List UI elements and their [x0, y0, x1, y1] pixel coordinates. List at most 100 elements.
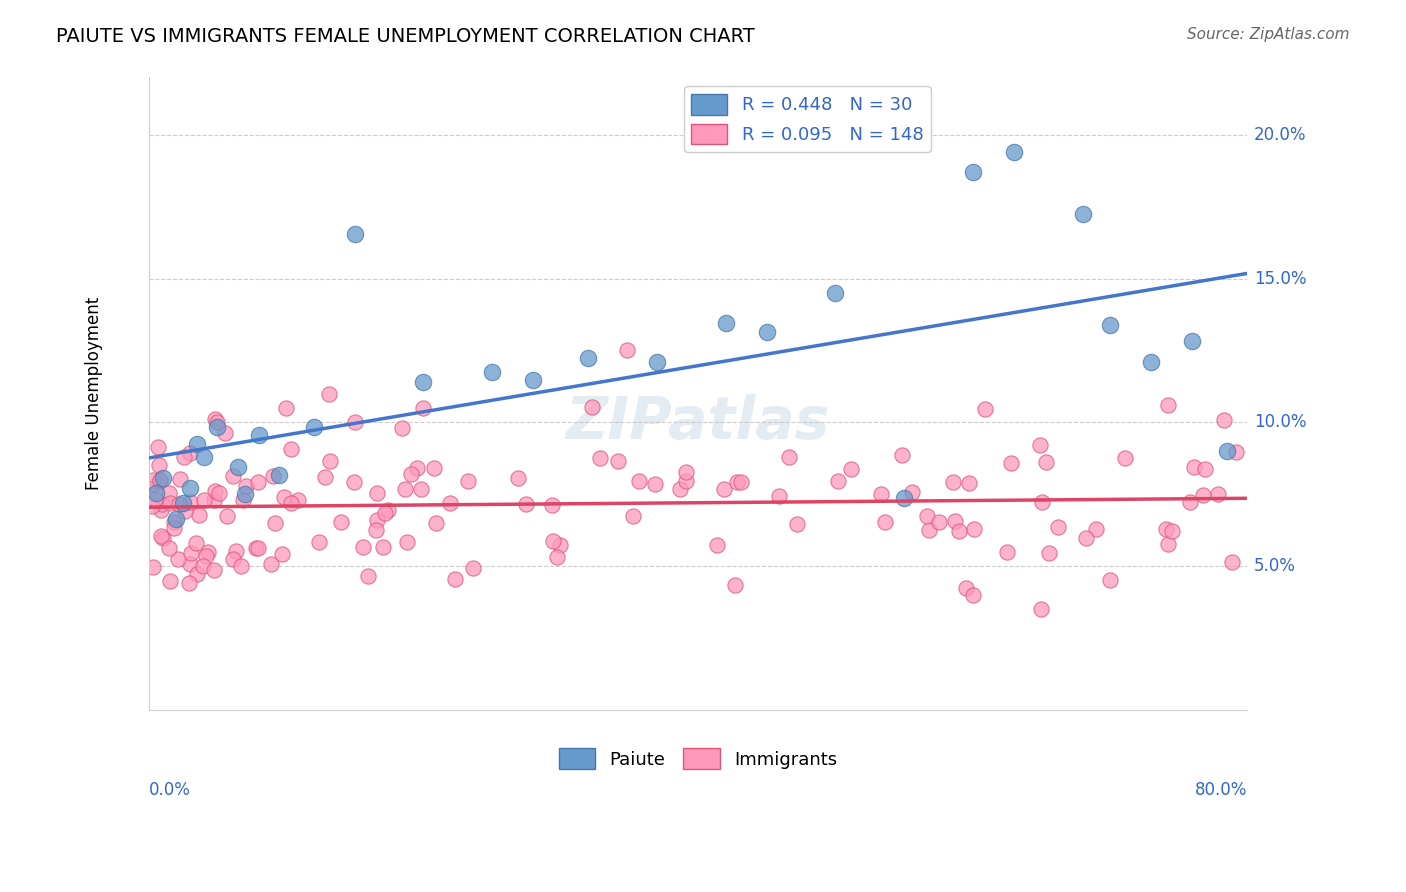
Point	[207, 415, 229, 429]
Point	[1156, 522, 1178, 536]
Point	[165, 512, 187, 526]
Point	[786, 517, 808, 532]
Point	[399, 467, 422, 482]
Point	[247, 475, 270, 489]
Text: 80.0%: 80.0%	[1195, 781, 1247, 799]
Text: PAIUTE VS IMMIGRANTS FEMALE UNEMPLOYMENT CORRELATION CHART: PAIUTE VS IMMIGRANTS FEMALE UNEMPLOYMENT…	[56, 27, 755, 45]
Point	[963, 522, 986, 536]
Point	[893, 491, 915, 506]
Point	[425, 516, 447, 530]
Point	[457, 474, 479, 488]
Point	[444, 572, 467, 586]
Point	[222, 552, 245, 566]
Point	[159, 496, 181, 510]
Point	[461, 561, 484, 575]
Point	[343, 415, 366, 429]
Text: Source: ZipAtlas.com: Source: ZipAtlas.com	[1187, 27, 1350, 42]
Point	[768, 489, 790, 503]
Point	[173, 503, 195, 517]
Point	[280, 495, 302, 509]
Point	[270, 547, 292, 561]
Point	[169, 472, 191, 486]
Point	[548, 538, 571, 552]
Point	[616, 343, 638, 358]
Point	[356, 569, 378, 583]
Point	[329, 515, 352, 529]
Point	[869, 487, 891, 501]
Point	[145, 492, 167, 507]
Point	[150, 529, 173, 543]
Point	[541, 533, 564, 548]
Point	[226, 459, 249, 474]
Point	[366, 513, 388, 527]
Point	[839, 462, 862, 476]
Point	[343, 227, 366, 241]
Point	[366, 523, 388, 537]
Point	[188, 508, 211, 522]
Point	[287, 492, 309, 507]
Point	[184, 535, 207, 549]
Point	[1031, 495, 1053, 509]
Point	[725, 475, 748, 490]
Point	[139, 482, 162, 496]
Point	[1029, 438, 1052, 452]
Point	[204, 411, 226, 425]
Point	[423, 461, 446, 475]
Point	[409, 482, 432, 496]
Point	[1161, 524, 1184, 539]
Point	[231, 559, 253, 574]
Text: ZIPatlas: ZIPatlas	[565, 393, 831, 450]
Point	[202, 493, 225, 508]
Point	[1071, 207, 1094, 221]
Point	[540, 498, 562, 512]
Point	[1076, 532, 1098, 546]
Point	[314, 470, 336, 484]
Point	[621, 509, 644, 524]
Point	[1181, 334, 1204, 349]
Point	[235, 478, 257, 492]
Text: 10.0%: 10.0%	[1254, 413, 1306, 431]
Point	[159, 574, 181, 588]
Point	[1157, 536, 1180, 550]
Point	[890, 448, 912, 462]
Point	[576, 351, 599, 365]
Point	[247, 428, 270, 442]
Point	[148, 475, 170, 489]
Point	[186, 437, 208, 451]
Point	[163, 521, 186, 535]
Point	[588, 450, 610, 465]
Point	[901, 485, 924, 500]
Point	[191, 559, 214, 574]
Point	[180, 546, 202, 560]
Point	[1035, 455, 1057, 469]
Point	[204, 483, 226, 498]
Point	[943, 514, 966, 528]
Point	[827, 474, 849, 488]
Point	[179, 575, 201, 590]
Point	[1038, 546, 1060, 560]
Point	[308, 535, 330, 549]
Point	[262, 469, 284, 483]
Point	[1212, 413, 1234, 427]
Point	[412, 401, 434, 415]
Text: 0.0%: 0.0%	[149, 781, 191, 799]
Point	[343, 475, 366, 490]
Point	[157, 541, 180, 555]
Point	[706, 538, 728, 552]
Point	[669, 482, 692, 496]
Point	[1046, 520, 1069, 534]
Point	[173, 450, 195, 465]
Point	[1215, 444, 1237, 458]
Point	[396, 535, 419, 549]
Point	[995, 544, 1018, 558]
Point	[318, 387, 340, 401]
Point	[1192, 487, 1215, 501]
Point	[269, 467, 291, 482]
Point	[1002, 145, 1025, 159]
Point	[148, 440, 170, 454]
Point	[245, 541, 267, 555]
Point	[755, 325, 778, 339]
Point	[627, 475, 650, 489]
Point	[1000, 456, 1022, 470]
Point	[193, 493, 215, 508]
